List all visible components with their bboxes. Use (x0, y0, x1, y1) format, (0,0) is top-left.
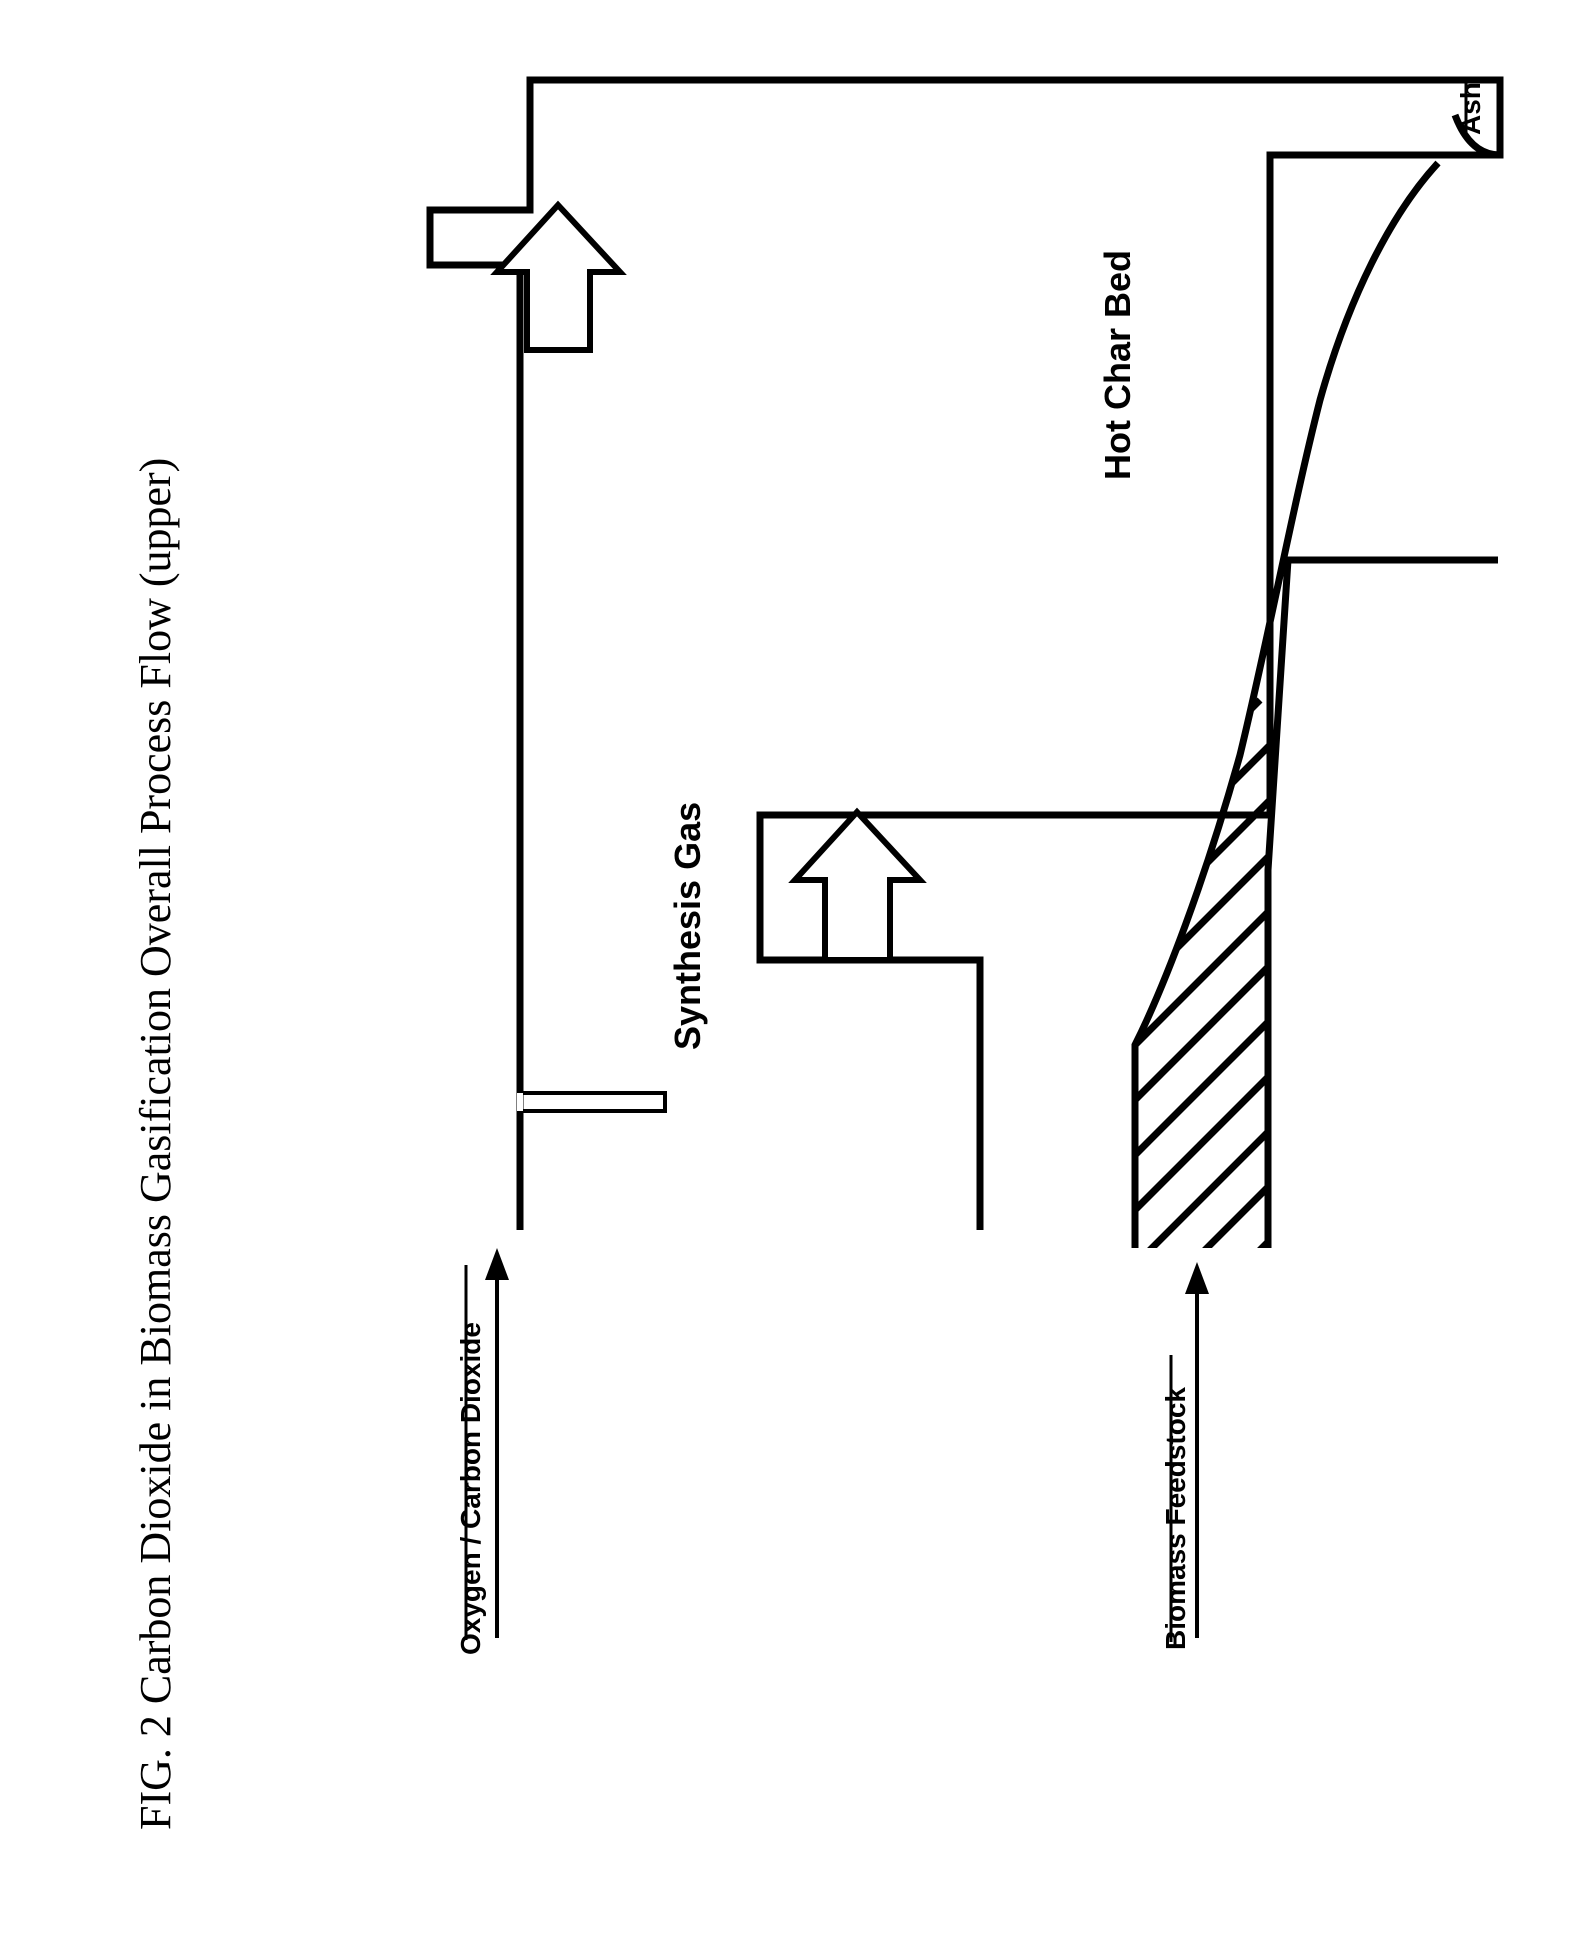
oxygen-inlet-arrow-icon (485, 1248, 509, 1638)
hot-char-bed-label: Hot Char Bed (1097, 250, 1138, 480)
synthesis-gas-arrow-icon (795, 812, 920, 960)
figure-page: FIG. 2 Carbon Dioxide in Biomass Gasific… (0, 0, 1582, 1936)
oxygen-co2-label: Oxygen / Carbon Dioxide (455, 1322, 486, 1655)
oxygen-inlet-pipe (520, 1093, 665, 1111)
hot-char-bed-outline (1135, 163, 1438, 1248)
diagram-svg: Oxygen / Carbon Dioxide Biomass Feedstoc… (0, 0, 1582, 1936)
top-outlet-arrow-icon (497, 205, 620, 350)
biomass-feedstock-label: Biomass Feedstock (1160, 1387, 1191, 1650)
synthesis-gas-label: Synthesis Gas (667, 802, 708, 1050)
hot-char-step-outline (1268, 560, 1498, 1248)
ash-label: Ash (1455, 82, 1486, 135)
hot-char-bed-hatching (405, 700, 1582, 1500)
